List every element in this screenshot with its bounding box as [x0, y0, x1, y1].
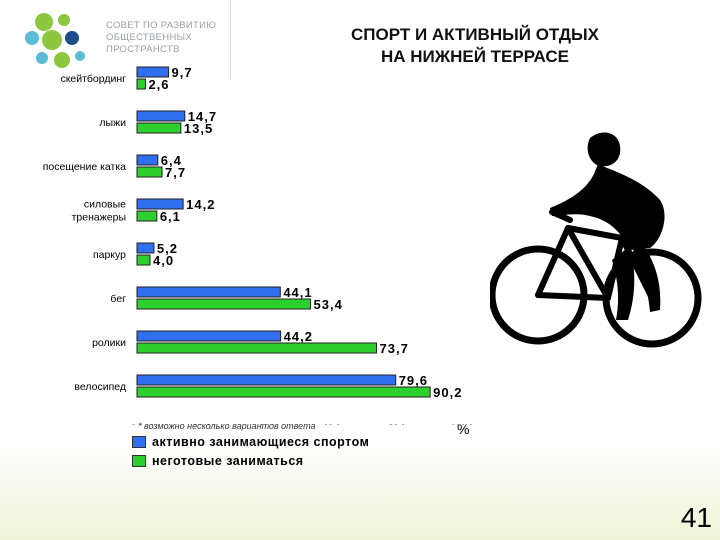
category-label: силовые — [84, 199, 126, 211]
category-label: паркур — [93, 249, 126, 261]
logo-icon — [25, 13, 85, 68]
bar-not-ready — [136, 386, 431, 398]
header-divider — [230, 0, 231, 80]
data-label: 13,5 — [184, 121, 213, 136]
data-label: 5,2 — [157, 241, 178, 256]
legend-swatch-series2 — [132, 455, 146, 467]
bar-active — [136, 110, 186, 122]
category-label: посещение катка — [43, 161, 126, 173]
data-label: 44,2 — [284, 329, 313, 344]
x-tick-label: 20,0 — [193, 423, 211, 425]
bar-not-ready — [136, 122, 182, 134]
legend-label-series1: активно занимающиеся спортом — [152, 435, 370, 449]
x-tick-label: 60,0 — [323, 423, 341, 425]
bar-active — [136, 66, 170, 78]
page-number: 41 — [680, 502, 712, 533]
logo-line-2: ОБЩЕСТВЕННЫХ — [106, 32, 192, 43]
page-title: СПОРТ И АКТИВНЫЙ ОТДЫХ НА НИЖНЕЙ ТЕРРАСЕ — [280, 24, 670, 68]
logo: СОВЕТ ПО РАЗВИТИЮ ОБЩЕСТВЕННЫХ ПРОСТРАНС… — [14, 8, 224, 72]
category-label: тренажеры — [72, 212, 126, 224]
category-label: бег — [110, 293, 126, 305]
x-tick-label: 40,0 — [258, 423, 276, 425]
bar-active — [136, 374, 397, 386]
title-line-2: НА НИЖНЕЙ ТЕРРАСЕ — [380, 47, 570, 66]
x-tick-label: 100,0 — [451, 423, 474, 425]
bar-active — [136, 242, 155, 254]
data-label: 14,2 — [186, 197, 215, 212]
footnote: * возможно несколько вариантов ответа — [138, 421, 316, 431]
data-label: 7,7 — [165, 165, 186, 180]
bar-not-ready — [136, 342, 378, 354]
data-label: 53,4 — [314, 297, 343, 312]
x-tick-label: 80,0 — [388, 423, 406, 425]
data-label: 14,7 — [188, 109, 217, 124]
legend-item-series1: активно занимающиеся спортом — [132, 434, 369, 450]
bar-not-ready — [136, 210, 158, 222]
data-label: 6,1 — [160, 209, 181, 224]
bar-not-ready — [136, 254, 151, 266]
x-tick-label: 0,0 — [131, 423, 144, 425]
bar-chart: скейтбординг 9,72,6 лыжи 14,713,5 посещение … — [43, 65, 474, 425]
category-label: велосипед — [74, 381, 126, 393]
legend-swatch-series1 — [132, 436, 146, 448]
data-label: 44,1 — [283, 285, 312, 300]
bar-not-ready — [136, 298, 312, 310]
bar-active — [136, 286, 281, 298]
data-label: 6,4 — [161, 153, 182, 168]
bar-not-ready — [136, 166, 163, 178]
logo-text: СОВЕТ ПО РАЗВИТИЮ ОБЩЕСТВЕННЫХ ПРОСТРАНС… — [106, 20, 216, 56]
legend-item-series2: неготовые заниматься — [132, 453, 369, 469]
title-line-1: СПОРТ И АКТИВНЫЙ ОТДЫХ — [351, 25, 599, 44]
legend-label-series2: неготовые заниматься — [152, 454, 304, 468]
data-label: 79,6 — [399, 373, 428, 388]
bar-active — [136, 198, 184, 210]
bar-not-ready — [136, 78, 146, 90]
data-label: 4,0 — [153, 253, 174, 268]
bar-active — [136, 154, 159, 166]
category-label: ролики — [92, 337, 126, 349]
logo-line-3: ПРОСТРАНСТВ — [106, 44, 180, 55]
data-label: 90,2 — [433, 385, 462, 400]
cyclist-silhouette-icon — [490, 132, 702, 348]
data-label: 9,7 — [172, 65, 193, 80]
logo-line-1: СОВЕТ ПО РАЗВИТИЮ — [106, 20, 217, 31]
category-label: лыжи — [99, 117, 126, 129]
unit-label: % — [457, 421, 470, 437]
data-label: 73,7 — [380, 341, 409, 356]
category-label: скейтбординг — [60, 73, 126, 85]
data-label: 2,6 — [148, 77, 169, 92]
bar-active — [136, 330, 282, 342]
legend: активно занимающиеся спортом неготовые з… — [132, 434, 369, 472]
